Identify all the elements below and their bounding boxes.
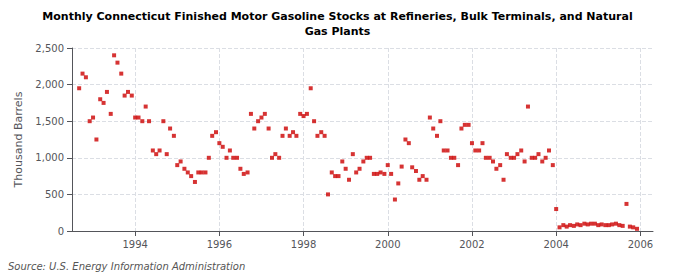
svg-text:1996: 1996 <box>207 239 232 250</box>
svg-text:1994: 1994 <box>122 239 147 250</box>
svg-text:Thousand Barrels: Thousand Barrels <box>12 91 25 188</box>
svg-text:500: 500 <box>45 189 64 200</box>
svg-text:Monthly Connecticut Finished M: Monthly Connecticut Finished Motor Gasol… <box>42 10 632 23</box>
svg-text:1,000: 1,000 <box>35 152 64 163</box>
svg-text:Gas Plants: Gas Plants <box>305 25 371 38</box>
svg-text:2006: 2006 <box>628 239 653 250</box>
svg-text:2,500: 2,500 <box>35 43 64 54</box>
svg-text:2,000: 2,000 <box>35 79 64 90</box>
svg-text:2002: 2002 <box>459 239 484 250</box>
svg-text:0: 0 <box>58 226 64 237</box>
svg-text:Source: U.S. Energy Informatio: Source: U.S. Energy Information Administ… <box>8 261 245 272</box>
svg-text:1,500: 1,500 <box>35 116 64 127</box>
svg-text:2004: 2004 <box>543 239 568 250</box>
svg-text:2000: 2000 <box>375 239 400 250</box>
svg-text:1998: 1998 <box>291 239 316 250</box>
